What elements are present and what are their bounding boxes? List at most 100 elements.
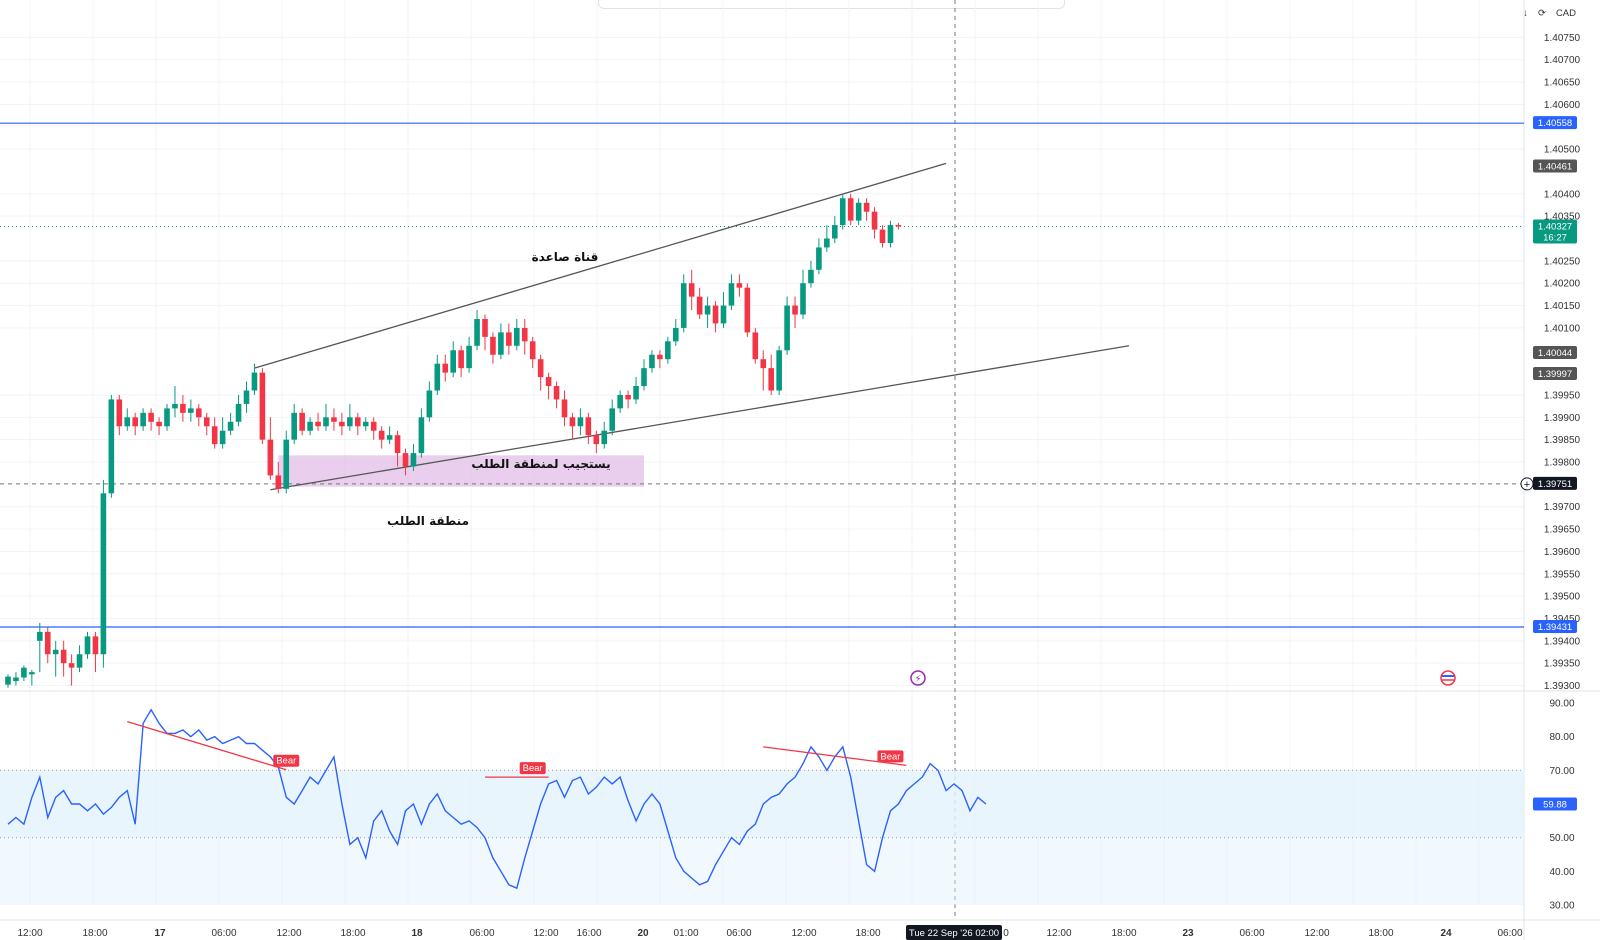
candle-body (370, 421, 377, 431)
candle-body (426, 390, 433, 418)
price-badge-label: 1.39431 (1538, 622, 1572, 633)
top-toolbar (598, 0, 1065, 9)
candle-body (704, 305, 711, 315)
candle-body (529, 341, 536, 360)
candle-body (673, 327, 679, 342)
bear-badge-label: Bear (880, 751, 900, 762)
rsi-tick-label: 50.00 (1549, 833, 1574, 844)
price-tick-label: 1.39450 (1544, 614, 1581, 625)
candle-body (164, 408, 170, 427)
rsi-band-50-70 (0, 770, 1524, 838)
time-tick-label: 12:00 (1304, 928, 1329, 939)
time-tick-label: 01:00 (673, 928, 698, 939)
candle-body (52, 649, 59, 655)
candle-body (665, 341, 671, 360)
candle-body (21, 667, 27, 678)
rsi-line (7, 708, 987, 890)
price-badge-countdown: 16:27 (1543, 232, 1567, 243)
candle-body (577, 417, 584, 427)
channel-annotation: قناة صاعدة (532, 250, 599, 264)
bear-badge (877, 750, 904, 763)
candle-body (792, 305, 798, 315)
price-tick-label: 1.40200 (1544, 279, 1581, 290)
currency-label[interactable]: CAD (1555, 7, 1576, 19)
candle-body (180, 403, 186, 413)
demand-zone (278, 455, 644, 487)
candle-body (808, 269, 814, 284)
candle-body (355, 417, 361, 427)
candle-body (514, 327, 520, 346)
candle-body (657, 354, 663, 360)
candle-body (394, 435, 401, 454)
plus-glyph: + (1524, 479, 1530, 491)
price-tick-label: 1.39300 (1544, 681, 1581, 692)
time-tick-label: 16:00 (576, 928, 601, 939)
candle-body (736, 283, 743, 288)
price-tick-label: 1.40750 (1544, 33, 1581, 44)
price-tick-label: 1.39800 (1544, 458, 1581, 469)
candle-body (13, 677, 19, 682)
price-tick-label: 1.40650 (1544, 78, 1581, 89)
rsi-tick-label: 40.00 (1549, 867, 1574, 878)
candle-body (188, 408, 194, 413)
rsi-tick-label: 70.00 (1549, 766, 1574, 777)
candle-body (76, 654, 83, 668)
candle-body (235, 403, 242, 422)
time-tick-label: 12:00 (1046, 928, 1071, 939)
time-tick-label: 06:00 (1239, 928, 1264, 939)
candle-body (434, 363, 441, 391)
candle-body (490, 336, 496, 355)
candle-body (100, 493, 107, 655)
time-tick-label: 20 (637, 928, 649, 939)
candle-body (307, 421, 313, 431)
candle-body (386, 435, 393, 440)
bear-badge-label: Bear (276, 756, 296, 767)
candle-body (5, 676, 11, 685)
candle-body (561, 399, 568, 418)
candle-body (482, 318, 488, 337)
time-tick-label: 06:00 (211, 928, 236, 939)
candle-body (92, 636, 99, 655)
candle-body (378, 430, 385, 440)
rsi-current-label: 59.88 (1543, 799, 1567, 810)
candle-body (474, 318, 480, 346)
candle-body (259, 372, 266, 440)
price-badge (1533, 619, 1577, 633)
price-badge-label: 1.39997 (1538, 369, 1572, 380)
candle-body (410, 453, 417, 467)
candle-body (871, 211, 878, 230)
arrow-down-icon[interactable]: ↓ (1523, 7, 1528, 19)
price-badge (1533, 116, 1577, 130)
price-badge (1533, 219, 1577, 244)
candle-body (275, 475, 282, 489)
bear-divergence-line (127, 720, 287, 771)
candle-body (347, 417, 353, 427)
time-tick-label: 23 (1182, 928, 1194, 939)
price-tick-label: 1.39400 (1544, 636, 1581, 647)
refresh-icon[interactable]: ⟳ (1537, 7, 1546, 19)
candle-body (641, 368, 647, 387)
time-tick-label: 12:00 (276, 928, 301, 939)
candle-body (37, 631, 43, 641)
candle-body (196, 408, 202, 418)
candle-body (593, 435, 600, 445)
candle-body (172, 403, 178, 409)
candle-body (839, 198, 846, 226)
candle-body (895, 225, 902, 227)
candle-body (537, 359, 544, 378)
candle-body (283, 439, 290, 489)
price-badge-label: 1.39751 (1538, 479, 1572, 490)
candle-body (521, 327, 528, 342)
bear-badge (273, 754, 300, 767)
candle-body (315, 421, 321, 427)
candle-body (824, 238, 830, 248)
time-crosshair-badge (906, 925, 1002, 940)
price-tick-label: 1.40600 (1544, 100, 1581, 111)
candle-body (863, 202, 870, 212)
candle-body (466, 345, 472, 369)
candle-body (132, 417, 138, 427)
candle-body (299, 412, 305, 431)
candle-body (776, 350, 782, 391)
lightning-glyph: ⚡ (914, 674, 921, 685)
